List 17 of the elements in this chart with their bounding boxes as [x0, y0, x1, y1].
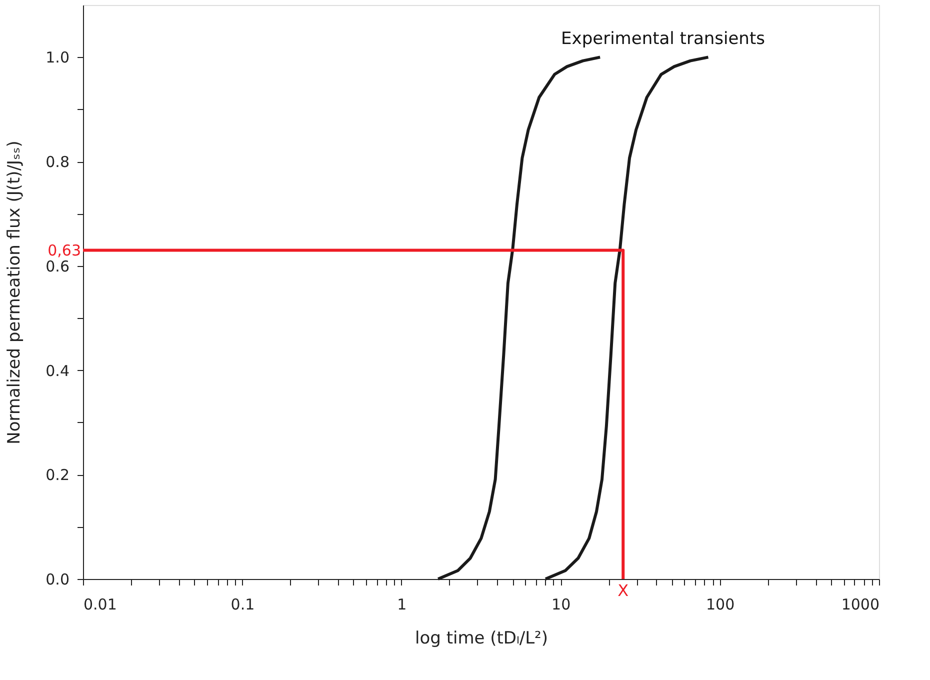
y-tick-label: 1.0 [46, 48, 70, 67]
x-axis-title: log time (tDₗ/L²) [415, 628, 548, 648]
annotation: X [618, 581, 629, 600]
x-tick-label: 1000 [841, 596, 880, 614]
y-tick-label: 0.0 [46, 570, 70, 588]
y-tick-label: 0.8 [46, 153, 70, 172]
y-tick-label: 0.6 [46, 257, 70, 276]
x-tick-label: 1 [397, 596, 407, 614]
annotation: 0,63 [48, 241, 81, 260]
x-tick-label: 0.01 [84, 596, 117, 614]
y-axis-title: Normalized permeation flux (J(t)/Jₛₛ) [4, 140, 25, 444]
annotation: Experimental transients [561, 29, 766, 49]
x-tick-label: 100 [706, 596, 735, 614]
y-tick-label: 0.2 [46, 466, 70, 484]
y-tick-label: 0.4 [46, 362, 70, 380]
x-tick-label: 0.1 [230, 596, 255, 614]
x-tick-label: 10 [552, 596, 571, 614]
